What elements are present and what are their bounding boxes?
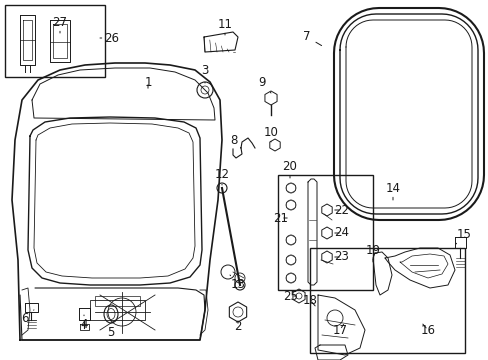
Text: 6: 6 [21,310,34,324]
Bar [95,296,140,306]
Text: 8: 8 [230,134,241,148]
Bar [278,175,372,290]
Bar [90,300,145,320]
Bar [309,248,464,353]
Text: 5: 5 [107,320,115,339]
Text: 26: 26 [100,31,119,45]
Text: 16: 16 [420,324,435,337]
Text: 4: 4 [80,315,87,332]
Text: 14: 14 [385,181,400,200]
Text: 11: 11 [217,18,232,35]
Text: 3: 3 [201,63,208,83]
Text: 17: 17 [332,324,347,337]
Text: 10: 10 [263,126,278,142]
Text: 24: 24 [334,226,349,239]
Bar [5,5,105,77]
Text: 2: 2 [234,320,241,333]
Text: 7: 7 [303,31,321,46]
Text: 15: 15 [455,228,470,244]
Text: 18: 18 [302,293,317,306]
Text: 13: 13 [229,275,245,292]
Text: 20: 20 [282,161,297,178]
Text: 27: 27 [52,15,67,33]
Text: 12: 12 [214,168,229,185]
Text: 21: 21 [273,211,288,225]
Text: 23: 23 [334,251,349,264]
Text: 22: 22 [334,203,349,216]
Text: 1: 1 [144,76,151,89]
Text: 19: 19 [365,243,380,262]
Text: 25: 25 [283,289,298,302]
Text: 9: 9 [258,77,270,93]
